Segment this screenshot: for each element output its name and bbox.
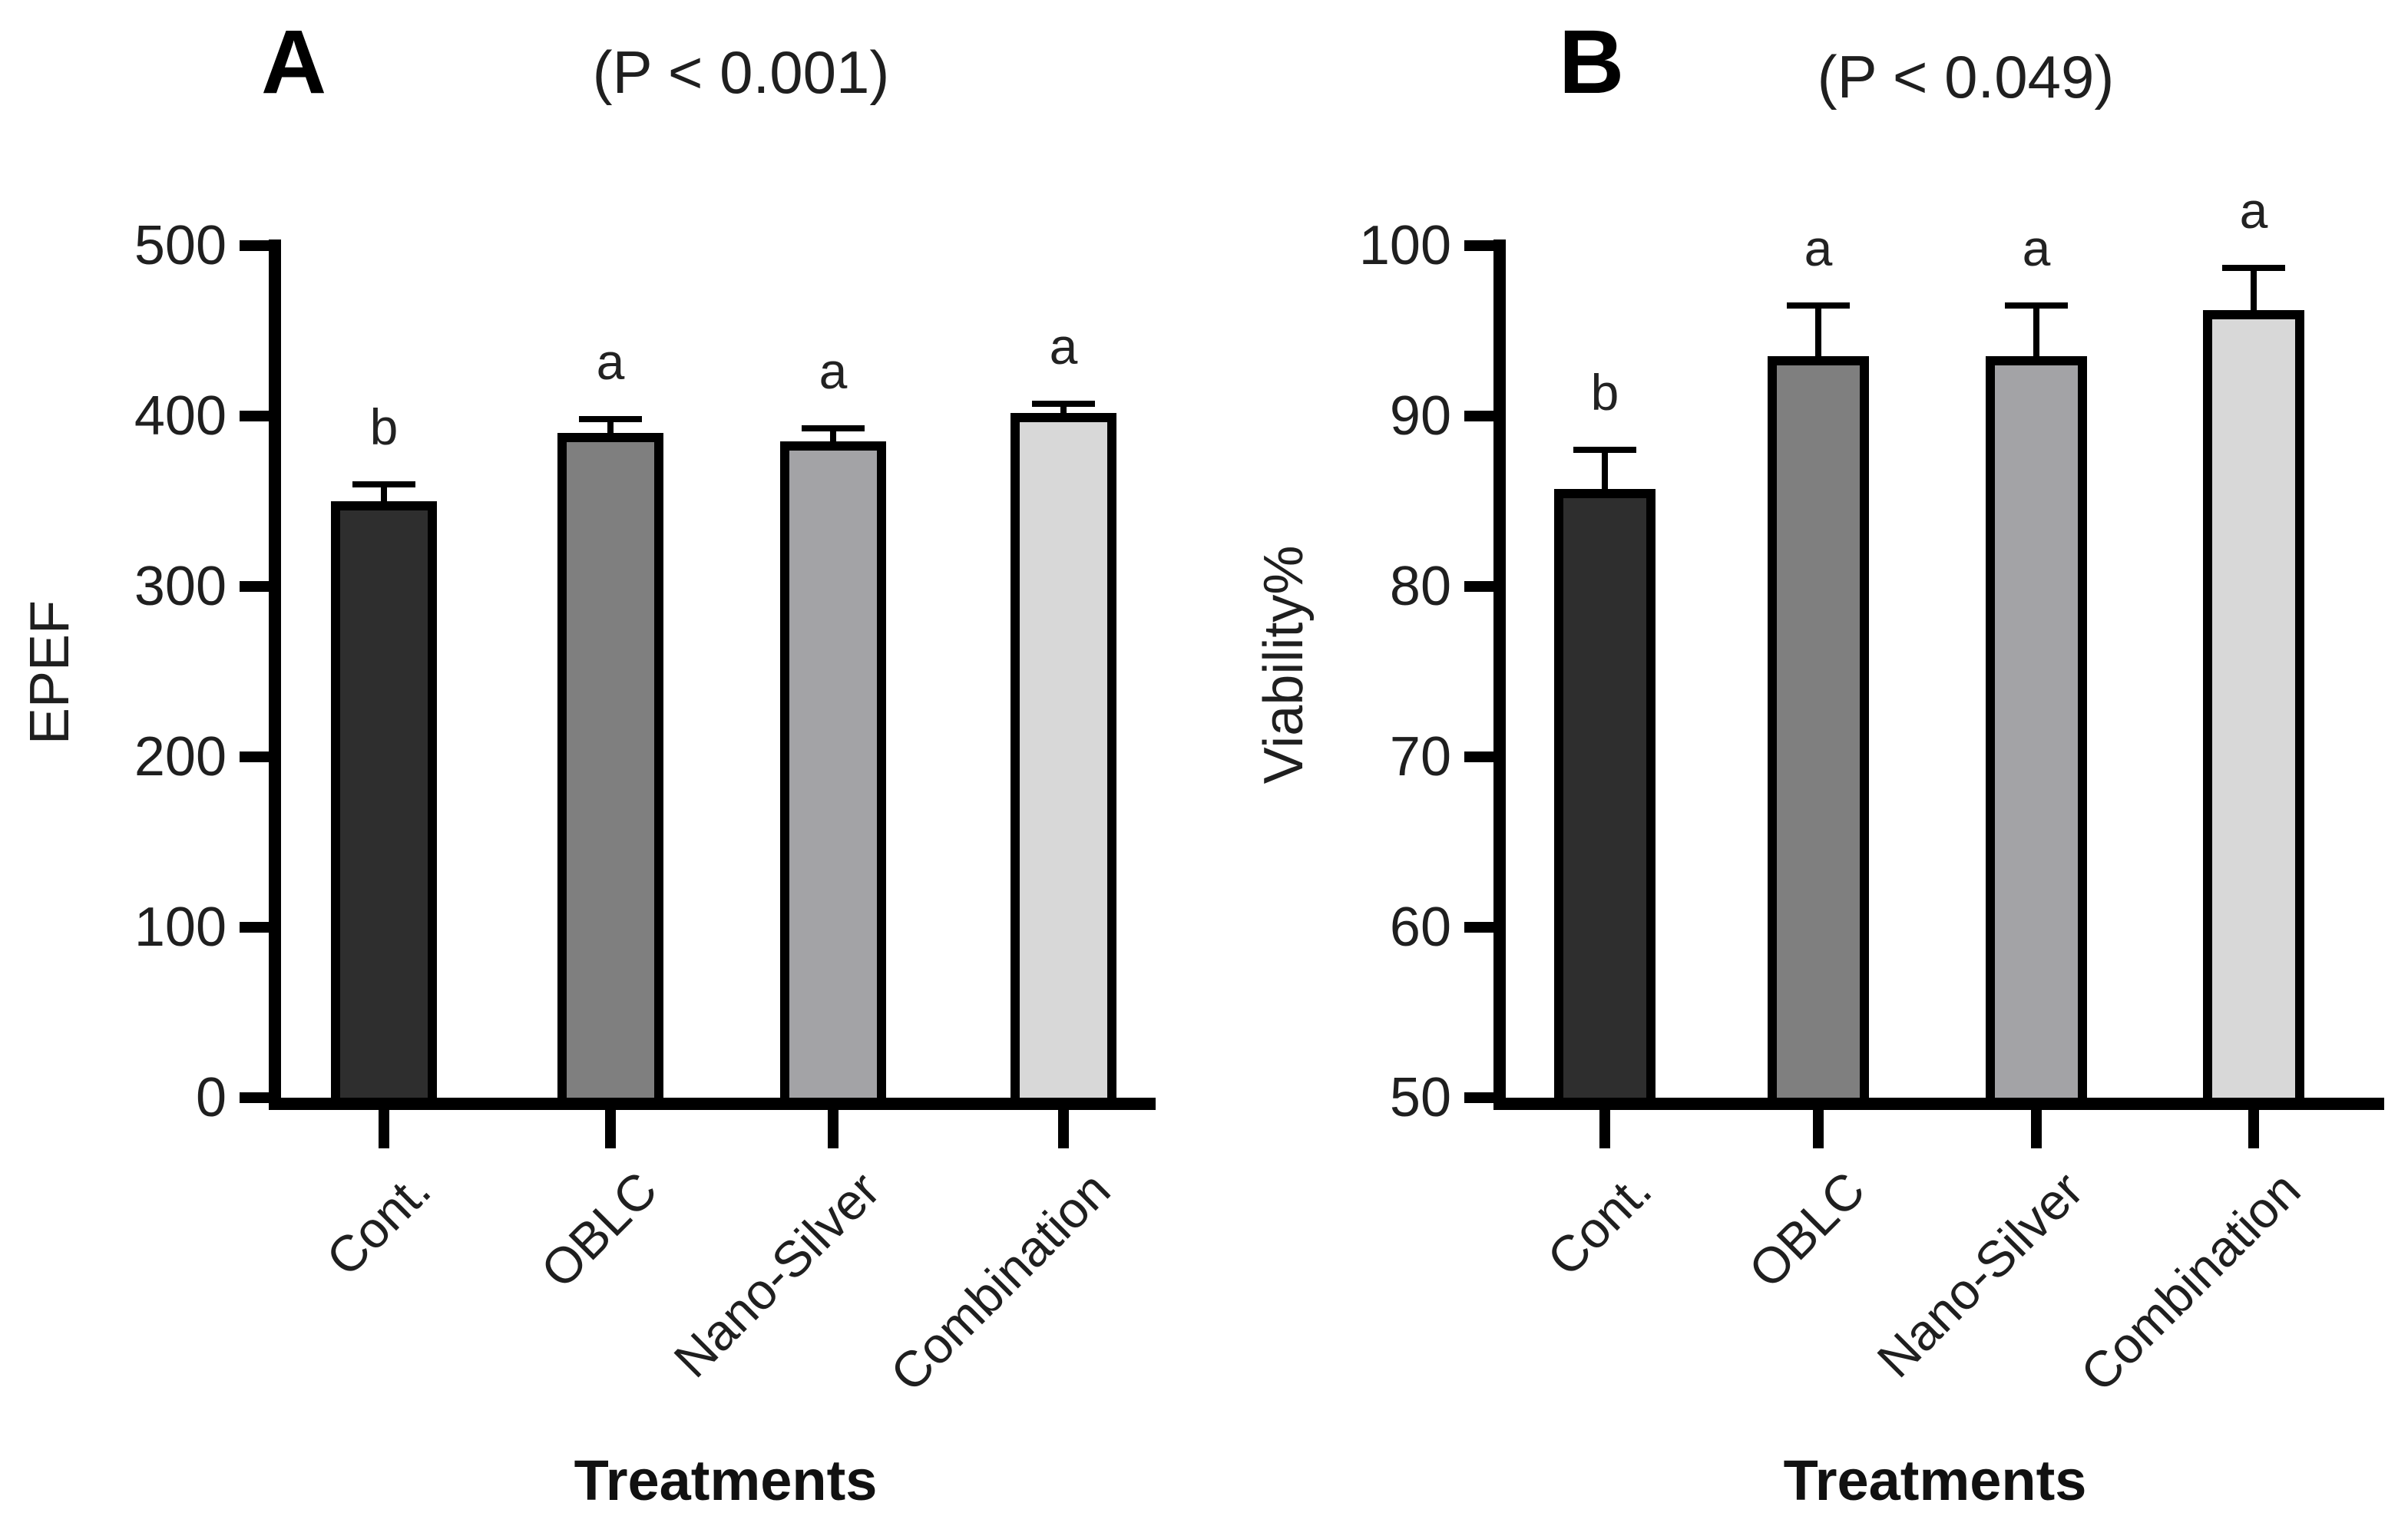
x-axis-tick <box>1058 1110 1069 1148</box>
error-bar-stem <box>2033 305 2039 360</box>
y-tick-label: 50 <box>1389 1067 1451 1128</box>
significance-letter: a <box>819 342 848 399</box>
error-bar-cap <box>352 481 415 487</box>
panel-a-y-axis-title: EPEF <box>19 600 81 745</box>
error-bar-stem <box>1060 404 1067 416</box>
error-bar-cap <box>579 416 642 423</box>
bar-cont <box>331 501 437 1107</box>
bar-nanosilver <box>1986 356 2087 1107</box>
y-tick-label: 90 <box>1389 385 1451 447</box>
error-bar-stem <box>830 428 836 445</box>
bar-cont <box>1554 489 1656 1107</box>
x-axis-tick <box>1813 1110 1824 1148</box>
error-bar-stem <box>2251 267 2257 314</box>
y-axis-tick <box>1464 581 1493 592</box>
significance-letter: b <box>369 398 399 455</box>
y-axis-tick <box>240 240 269 251</box>
y-axis-tick <box>240 411 269 421</box>
significance-letter: b <box>1590 364 1619 421</box>
y-tick-label: 80 <box>1389 556 1451 617</box>
y-axis-tick <box>240 581 269 592</box>
x-axis-tick <box>605 1110 616 1148</box>
y-axis-tick <box>1464 1092 1493 1103</box>
y-axis-tick <box>1464 922 1493 933</box>
significance-letter: a <box>1804 219 1833 276</box>
y-axis-tick <box>240 1092 269 1103</box>
y-tick-label: 400 <box>134 385 227 447</box>
error-bar-cap <box>1032 401 1095 408</box>
bar-oblc <box>1768 356 1869 1107</box>
y-axis-tick <box>240 922 269 933</box>
y-tick-label: 500 <box>134 215 227 276</box>
significance-letter: a <box>596 333 625 391</box>
significance-letter: a <box>2239 181 2268 239</box>
significance-letter: a <box>2022 219 2051 276</box>
y-axis-tick <box>1464 751 1493 762</box>
error-bar-stem <box>381 484 387 504</box>
x-axis-tick <box>379 1110 389 1148</box>
error-bar-cap <box>2222 264 2285 271</box>
x-axis-tick <box>1599 1110 1610 1148</box>
error-bar-stem <box>607 419 614 437</box>
panel-a-x-axis-title: Treatments <box>574 1448 878 1512</box>
bar-oblc <box>557 433 663 1107</box>
y-axis-tick <box>240 751 269 762</box>
panel-b-pvalue: (P < 0.049) <box>1817 43 2115 111</box>
x-axis-tick <box>2031 1110 2042 1148</box>
y-tick-label: 100 <box>134 897 227 958</box>
bar-combination <box>2203 310 2304 1107</box>
y-tick-label: 70 <box>1389 726 1451 788</box>
x-axis-line <box>1493 1098 2384 1110</box>
panel-b-y-axis-title: Viability% <box>1253 545 1315 785</box>
y-tick-label: 200 <box>134 726 227 788</box>
bar-combination <box>1011 412 1116 1107</box>
y-tick-label: 100 <box>1358 215 1451 276</box>
panel-a-letter: A <box>261 12 327 113</box>
x-axis-tick <box>2248 1110 2259 1148</box>
bar-nanosilver <box>780 441 886 1107</box>
y-tick-label: 300 <box>134 556 227 617</box>
error-bar-stem <box>1815 305 1821 360</box>
error-bar-cap <box>2005 302 2068 309</box>
y-axis-tick <box>1464 240 1493 251</box>
y-axis-line <box>269 239 281 1110</box>
error-bar-cap <box>1787 302 1850 309</box>
significance-letter: a <box>1049 318 1078 375</box>
y-tick-label: 60 <box>1389 897 1451 958</box>
error-bar-cap <box>1573 447 1636 454</box>
error-bar-cap <box>802 424 865 431</box>
panel-a-pvalue: (P < 0.001) <box>592 38 890 106</box>
y-tick-label: 0 <box>195 1067 227 1128</box>
x-axis-line <box>269 1098 1156 1110</box>
panel-b-letter: B <box>1559 12 1625 113</box>
x-axis-tick <box>828 1110 838 1148</box>
panel-b-x-axis-title: Treatments <box>1783 1448 2087 1512</box>
y-axis-tick <box>1464 411 1493 421</box>
y-axis-line <box>1493 239 1506 1110</box>
error-bar-stem <box>1602 450 1608 493</box>
